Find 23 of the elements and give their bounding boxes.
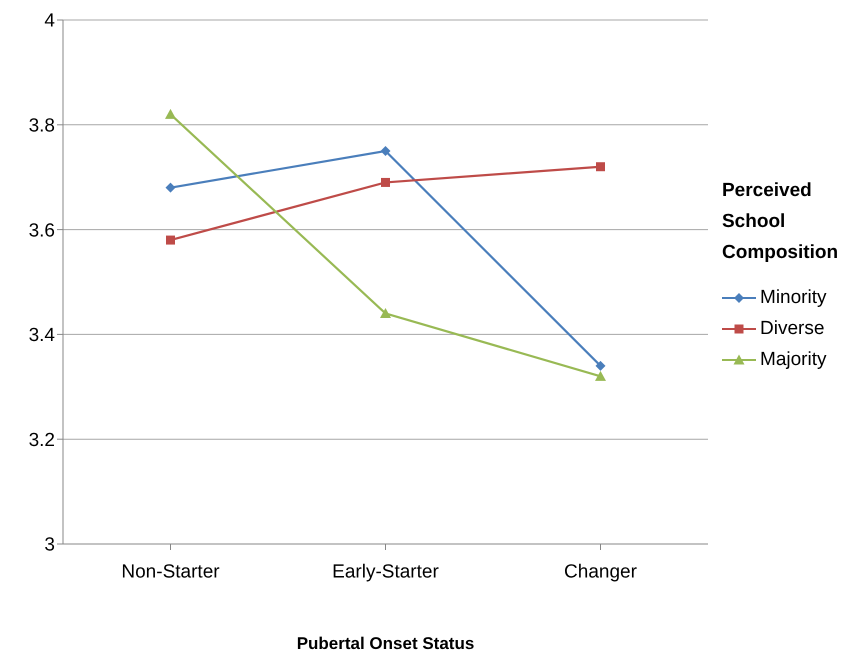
legend-label: Minority xyxy=(760,286,827,308)
legend-title: Perceived School Composition xyxy=(722,179,840,265)
point xyxy=(596,360,606,371)
point xyxy=(381,178,390,187)
point xyxy=(380,146,390,156)
x-axis-title: Pubertal Onset Status xyxy=(296,634,476,654)
point xyxy=(166,236,175,245)
y-tick-label: 3.6 xyxy=(28,220,55,242)
y-tick-label: 3.8 xyxy=(28,116,55,137)
legend-label: Diverse xyxy=(760,318,824,340)
point xyxy=(595,370,606,381)
x-tick-label: Early-Starter xyxy=(332,561,440,582)
y-tick-label: 3.4 xyxy=(28,325,56,346)
x-tick-label: Non-Starter xyxy=(121,561,220,582)
y-tick-label: 3.2 xyxy=(28,430,55,451)
point xyxy=(596,162,605,172)
point xyxy=(380,308,391,318)
x-tick-label: Changer xyxy=(564,561,638,582)
legend-label: Majority xyxy=(760,348,827,370)
y-tick-label: 4 xyxy=(44,10,56,32)
point xyxy=(165,108,176,119)
y-tick-label: 3 xyxy=(44,534,55,556)
point xyxy=(166,182,176,193)
